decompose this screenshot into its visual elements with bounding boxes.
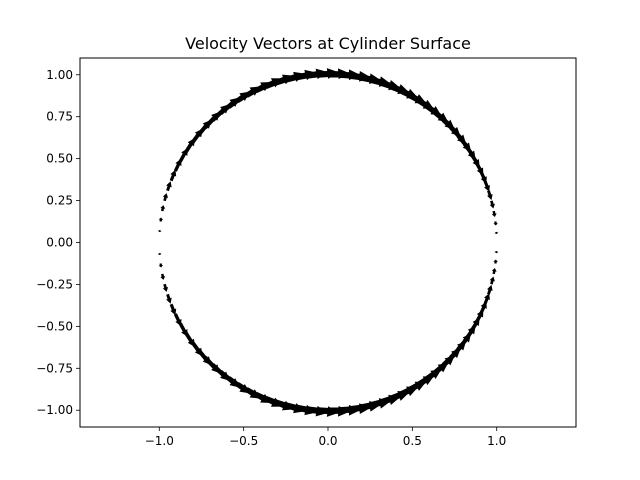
chart-title: Velocity Vectors at Cylinder Surface xyxy=(185,34,471,53)
x-axis-ticks: −1.0 −0.5 0.0 0.5 1.0 xyxy=(145,427,506,448)
y-tick-label: 0.25 xyxy=(46,194,73,208)
velocity-arrow xyxy=(173,158,182,172)
plot-frame xyxy=(79,57,577,428)
x-tick-label: 0.0 xyxy=(318,434,337,448)
velocity-arrow xyxy=(166,181,172,192)
velocity-arrow xyxy=(169,303,177,316)
y-tick-label: −0.75 xyxy=(36,361,73,375)
velocity-arrow xyxy=(494,251,499,254)
y-tick-label: 0.00 xyxy=(46,236,73,250)
velocity-arrow xyxy=(173,313,182,327)
y-tick-label: 0.75 xyxy=(46,110,73,124)
velocity-arrow xyxy=(160,273,166,280)
velocity-arrow xyxy=(493,259,498,264)
velocity-arrow xyxy=(157,229,162,233)
y-tick-label: 1.00 xyxy=(46,68,73,82)
y-tick-label: 0.50 xyxy=(46,152,73,166)
velocity-arrow xyxy=(483,293,490,305)
velocity-arrow xyxy=(494,231,499,234)
velocity-arrow xyxy=(479,301,487,315)
velocity-arrow xyxy=(178,148,188,163)
velocity-arrow xyxy=(489,276,495,285)
x-tick-label: −1.0 xyxy=(145,434,174,448)
velocity-arrow xyxy=(493,221,498,226)
velocity-arrow xyxy=(483,180,490,192)
x-tick-label: 0.5 xyxy=(403,434,422,448)
velocity-arrow xyxy=(169,169,177,182)
velocity-arrow xyxy=(158,217,164,222)
y-tick-label: −0.50 xyxy=(36,319,73,333)
y-axis-ticks: −1.00 −0.75 −0.50 −0.25 0.00 0.25 0.50 0.75 1.00 xyxy=(36,68,80,417)
velocity-arrow xyxy=(487,284,493,295)
velocity-arrow xyxy=(160,205,166,212)
x-tick-label: −0.5 xyxy=(229,434,258,448)
velocity-arrow xyxy=(489,200,495,209)
y-tick-label: −1.00 xyxy=(36,403,73,417)
x-tick-label: 1.0 xyxy=(487,434,506,448)
velocity-arrow xyxy=(158,263,164,268)
velocity-arrow xyxy=(491,210,497,217)
velocity-arrow xyxy=(491,268,497,275)
velocity-arrow xyxy=(162,193,169,202)
y-tick-label: −0.25 xyxy=(36,277,73,291)
velocity-arrow xyxy=(157,252,162,256)
velocity-arrow xyxy=(166,293,172,304)
velocity-arrow xyxy=(162,283,169,292)
velocity-vectors xyxy=(157,68,499,417)
velocity-arrow xyxy=(487,190,493,201)
